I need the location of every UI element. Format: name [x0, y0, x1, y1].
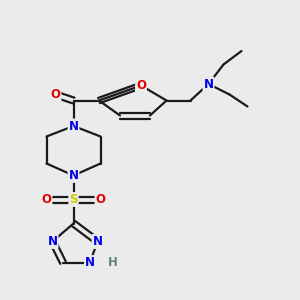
Text: N: N — [68, 169, 79, 182]
Text: N: N — [47, 235, 58, 248]
Text: N: N — [203, 77, 214, 91]
Text: O: O — [41, 193, 52, 206]
Text: O: O — [136, 79, 146, 92]
Text: N: N — [68, 119, 79, 133]
Text: S: S — [69, 193, 78, 206]
Text: N: N — [92, 235, 103, 248]
Text: H: H — [108, 256, 117, 269]
Text: O: O — [95, 193, 106, 206]
Text: N: N — [85, 256, 95, 269]
Text: O: O — [50, 88, 61, 101]
